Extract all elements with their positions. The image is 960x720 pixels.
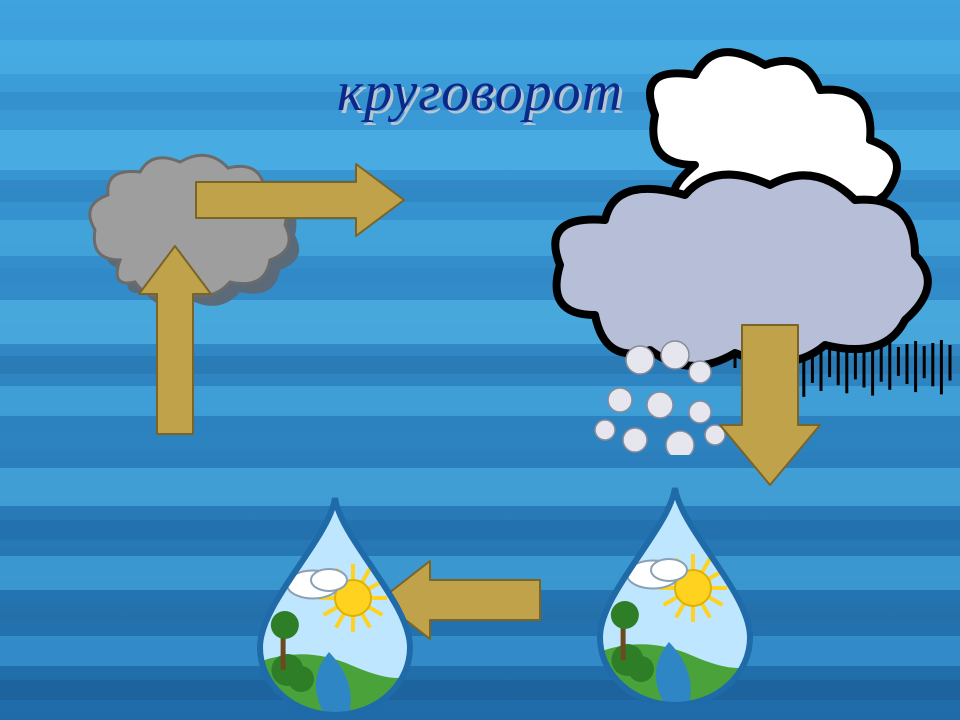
water-droplet — [250, 490, 420, 715]
water-droplet — [590, 480, 760, 705]
arrow-left — [79, 244, 271, 436]
arrow-right — [688, 323, 852, 487]
